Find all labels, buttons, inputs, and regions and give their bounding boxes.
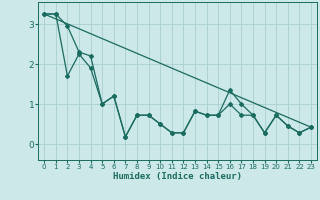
X-axis label: Humidex (Indice chaleur): Humidex (Indice chaleur) [113, 172, 242, 181]
